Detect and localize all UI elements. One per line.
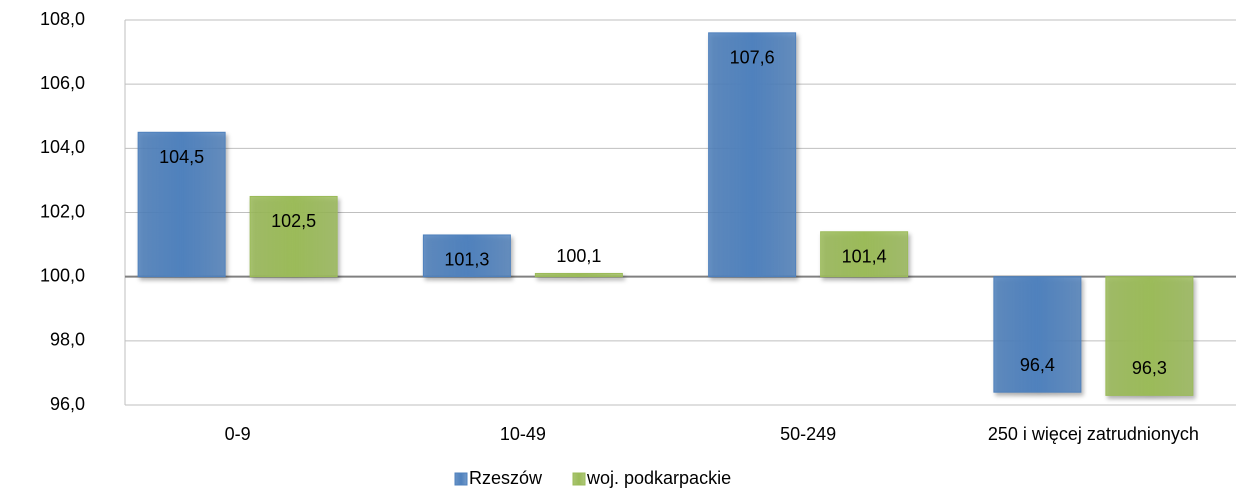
legend-swatch — [454, 472, 468, 486]
y-tick-label: 100,0 — [40, 265, 85, 285]
data-label: 104,5 — [159, 147, 204, 167]
legend-swatch — [572, 472, 586, 486]
bar — [137, 131, 226, 278]
y-tick-label: 98,0 — [50, 330, 85, 350]
y-tick-label: 108,0 — [40, 9, 85, 29]
data-label: 100,1 — [556, 246, 601, 266]
legend-label: Rzeszów — [469, 468, 543, 488]
bar — [422, 234, 511, 278]
y-tick-label: 104,0 — [40, 137, 85, 157]
y-tick-label: 96,0 — [50, 394, 85, 414]
bar — [534, 272, 623, 278]
x-tick-label: 250 i więcej zatrudnionych — [988, 424, 1199, 444]
y-tick-label: 102,0 — [40, 201, 85, 221]
x-tick-label: 0-9 — [225, 424, 251, 444]
bar — [708, 32, 797, 278]
data-label: 96,4 — [1020, 355, 1055, 375]
data-label: 101,3 — [444, 250, 489, 270]
data-label: 102,5 — [271, 211, 316, 231]
y-tick-label: 106,0 — [40, 73, 85, 93]
x-tick-label: 50-249 — [780, 424, 836, 444]
bar — [249, 195, 338, 278]
data-label: 101,4 — [842, 247, 887, 267]
bar — [993, 276, 1082, 393]
bar — [1105, 276, 1194, 396]
data-label: 107,6 — [730, 48, 775, 68]
bar — [820, 231, 909, 278]
x-tick-label: 10-49 — [500, 424, 546, 444]
legend-label: woj. podkarpackie — [586, 468, 731, 488]
data-label: 96,3 — [1132, 358, 1167, 378]
